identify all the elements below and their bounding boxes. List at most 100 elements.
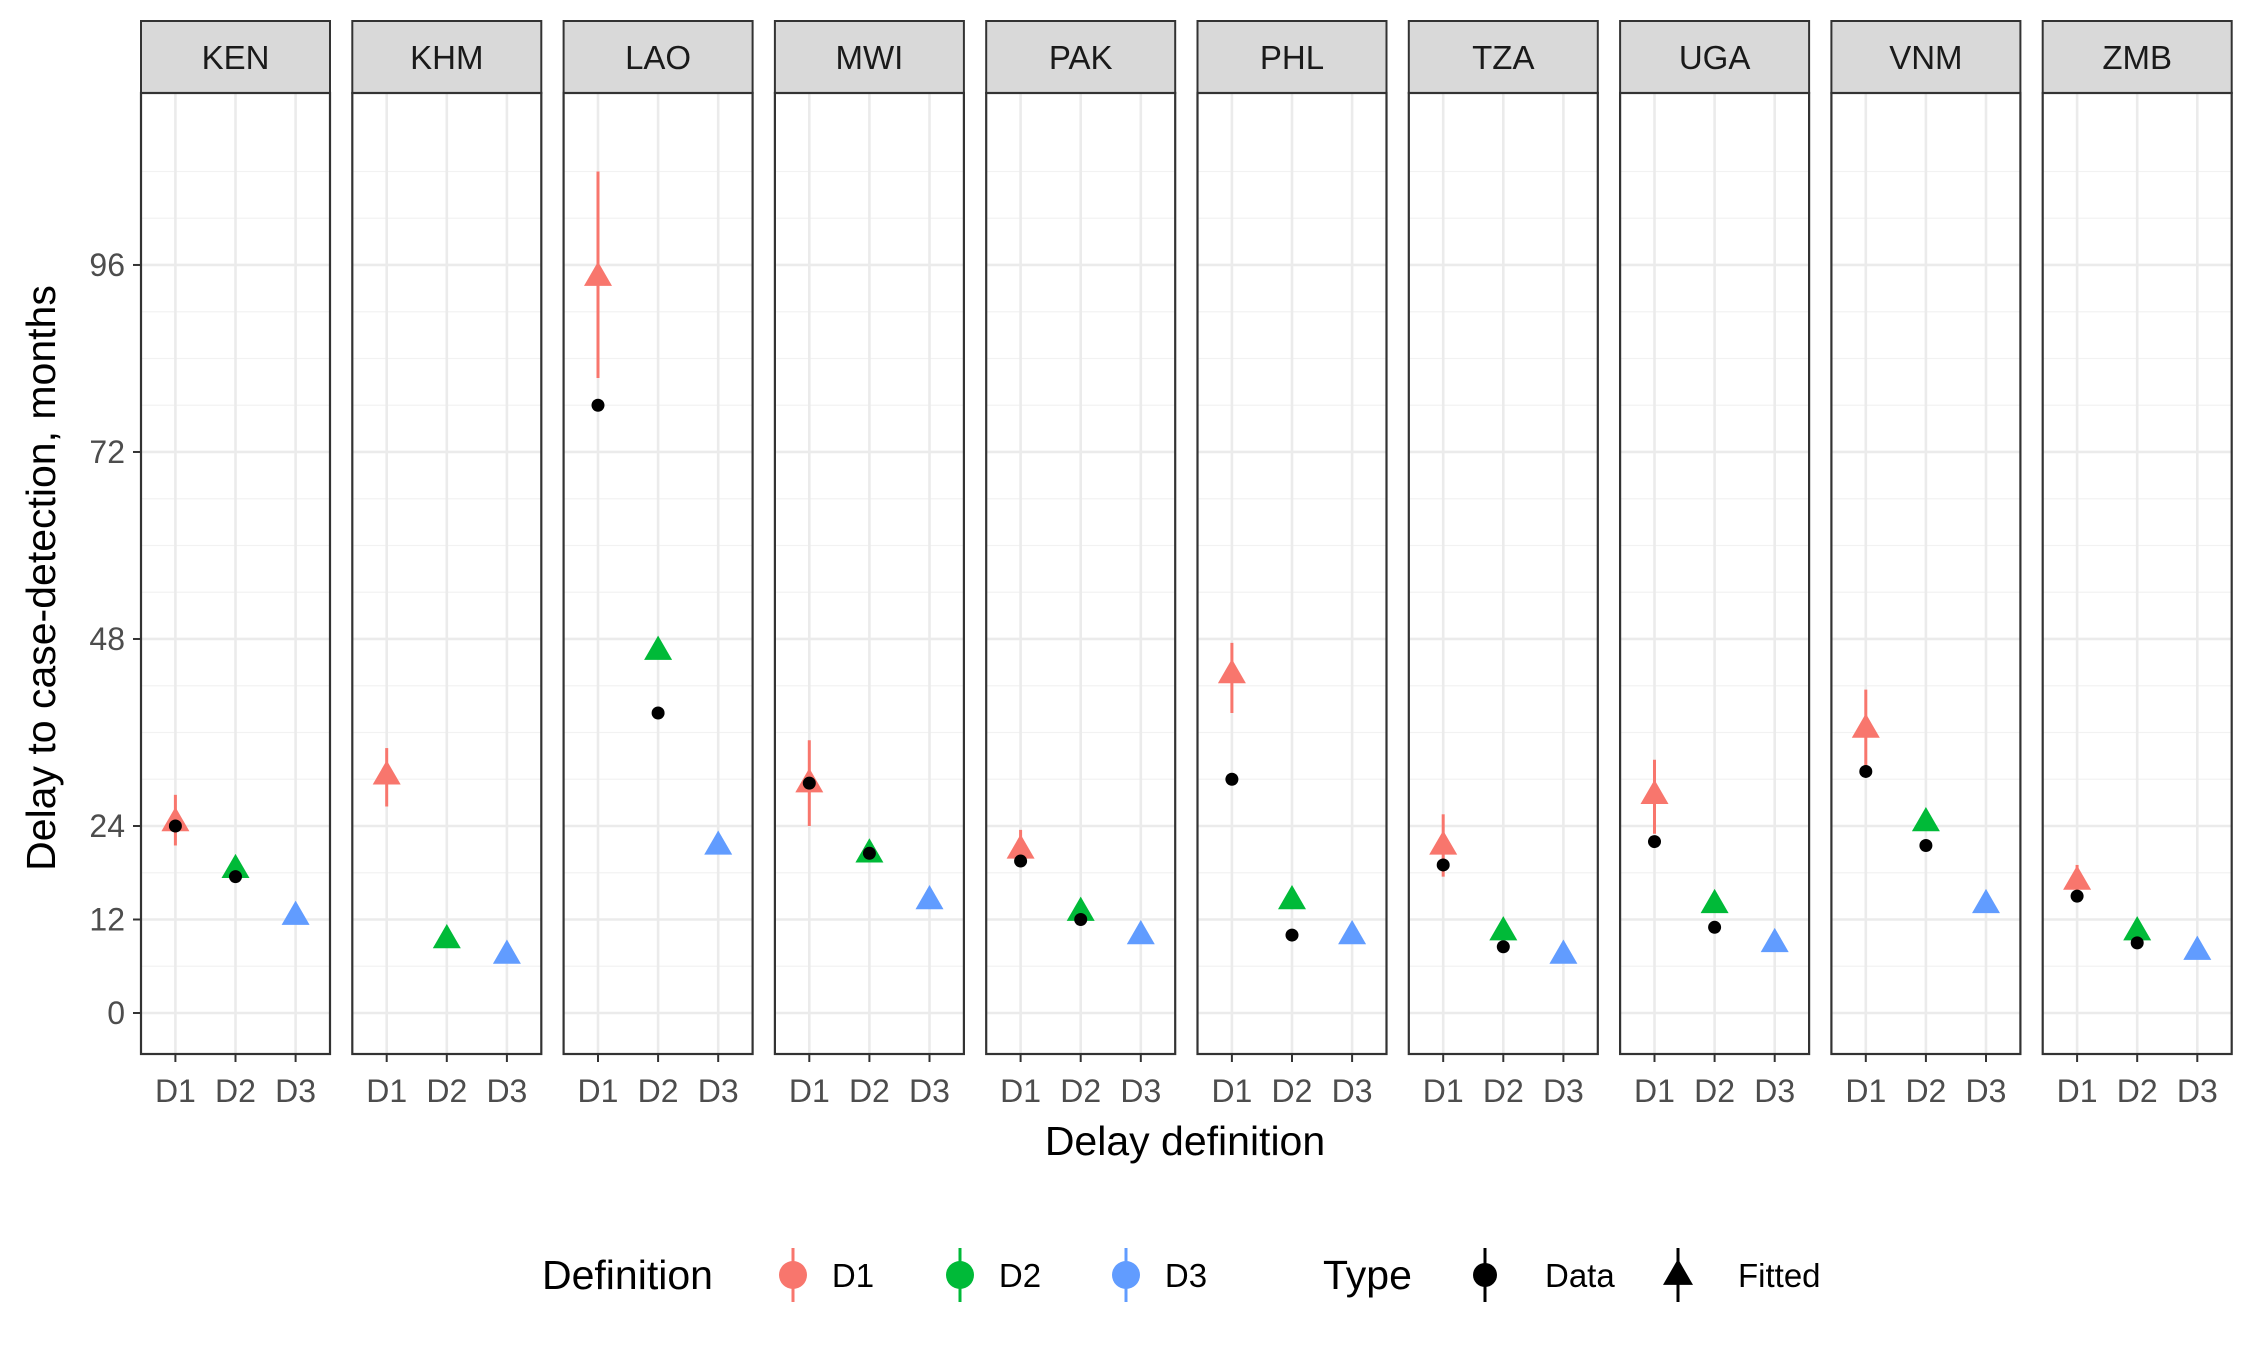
x-tick-label: D1: [1211, 1073, 1252, 1109]
legend-title-definition: Definition: [542, 1252, 713, 1298]
panel-pak: PAK D1 D2 D3: [985, 20, 1177, 1109]
y-tick-label: 0: [107, 995, 125, 1031]
fitted-point-d3: [1338, 920, 1367, 945]
legend-label-d2: D2: [999, 1257, 1041, 1294]
x-tick-label: D3: [1754, 1073, 1795, 1109]
legend-key-dot-data: [1473, 1263, 1497, 1287]
fitted-point-d1: [2063, 865, 2092, 890]
x-tick-label: D2: [1483, 1073, 1524, 1109]
data-point-d1: [1225, 772, 1239, 786]
panel-ken: KEN D1 D2 D3: [139, 20, 332, 1109]
strip-label: KEN: [202, 39, 270, 76]
data-point-d1: [1436, 858, 1450, 872]
panel-zmb: ZMB D1 D2 D3: [2041, 20, 2233, 1109]
legend-title-type: Type: [1323, 1252, 1412, 1298]
fitted-point-d3: [915, 884, 944, 910]
fitted-point-d1: [372, 760, 401, 785]
x-tick-label: D3: [1543, 1073, 1584, 1109]
fitted-point-d1: [1851, 713, 1880, 738]
strip-background: [985, 20, 1177, 94]
data-point-d1: [591, 398, 605, 412]
data-point-d2: [1708, 920, 1722, 934]
fitted-point-d2: [644, 635, 673, 660]
fitted-point-d2: [1278, 884, 1306, 910]
x-tick-label: D3: [909, 1073, 950, 1109]
fitted-point-d2: [1489, 916, 1518, 941]
y-axis-title: Delay to case-detection, months: [18, 285, 64, 871]
data-point-d2: [1285, 928, 1299, 942]
data-point-d1: [1647, 835, 1661, 849]
strip-label: LAO: [625, 39, 691, 76]
x-tick-label: D1: [789, 1073, 830, 1109]
strip-label: VNM: [1889, 39, 1962, 76]
data-point-d1: [168, 819, 182, 833]
fitted-point-d3: [704, 830, 733, 855]
x-tick-label: D1: [1845, 1073, 1886, 1109]
fitted-point-d1: [161, 807, 190, 832]
fitted-point-d3: [1972, 888, 2001, 914]
legend-label-d1: D1: [832, 1257, 874, 1294]
fitted-point-d1: [1429, 830, 1458, 855]
legend-key-triangle-fitted: [1663, 1258, 1693, 1285]
fitted-point-d2: [1066, 896, 1095, 921]
x-tick-label: D1: [366, 1073, 407, 1109]
panel-mwi: MWI D1 D2 D3: [773, 20, 966, 1109]
strip-label: PHL: [1260, 39, 1324, 76]
data-point-d2: [2130, 936, 2144, 950]
x-tick-label: D3: [1966, 1073, 2007, 1109]
legend-label-data: Data: [1545, 1257, 1615, 1294]
x-tick-label: D1: [155, 1073, 196, 1109]
fitted-point-d1: [1640, 779, 1669, 805]
x-tick-label: D3: [698, 1073, 739, 1109]
data-point-d1: [2070, 889, 2084, 903]
data-point-d1: [1859, 764, 1873, 778]
strip-background: [351, 20, 543, 94]
data-point-d2: [1074, 912, 1088, 926]
fitted-point-d3: [1549, 939, 1578, 964]
x-tick-label: D2: [1905, 1073, 1946, 1109]
x-tick-label: D3: [2177, 1073, 2218, 1109]
fitted-point-d2: [1700, 888, 1729, 914]
fitted-point-d2: [432, 923, 461, 949]
strip-label: ZMB: [2102, 39, 2172, 76]
x-tick-label: D3: [275, 1073, 316, 1109]
fitted-point-d3: [1760, 927, 1789, 953]
strip-background: [1619, 20, 1811, 94]
legend-label-fitted: Fitted: [1738, 1257, 1821, 1294]
fitted-point-d3: [1126, 920, 1155, 945]
fitted-point-d1: [1006, 834, 1035, 859]
y-tick-label: 24: [89, 808, 125, 844]
fitted-point-d1: [583, 261, 612, 286]
x-tick-label: D2: [638, 1073, 679, 1109]
x-tick-label: D1: [578, 1073, 619, 1109]
x-tick-label: D2: [1694, 1073, 1735, 1109]
y-axis: 0 12 24 48 72 96: [89, 247, 141, 1031]
fitted-point-d3: [2183, 935, 2212, 960]
x-tick-label: D2: [426, 1073, 467, 1109]
data-point-d2: [1919, 838, 1933, 852]
legend-key-dot-d1: [779, 1261, 807, 1289]
fitted-point-d3: [281, 900, 310, 925]
strip-label: KHM: [410, 39, 483, 76]
y-tick-label: 12: [89, 901, 125, 937]
data-point-d2: [862, 846, 876, 860]
data-point-d2: [651, 706, 665, 720]
x-tick-label: D2: [1272, 1073, 1313, 1109]
panel-uga: UGA D1 D2 D3: [1618, 20, 1811, 1109]
x-tick-label: D2: [215, 1073, 256, 1109]
x-axis-title: Delay definition: [1045, 1118, 1325, 1164]
x-tick-label: D2: [849, 1073, 890, 1109]
x-tick-label: D2: [1060, 1073, 1101, 1109]
strip-label: UGA: [1679, 39, 1751, 76]
legend: Definition D1 D2 D3 Type Data Fitted: [542, 1248, 1821, 1302]
strip-background: [140, 20, 331, 94]
panel-tza: TZA D1 D2 D3: [1407, 20, 1599, 1109]
x-tick-label: D3: [486, 1073, 527, 1109]
strip-background: [1830, 20, 2022, 94]
strip-label: MWI: [835, 39, 903, 76]
data-point-d2: [1496, 940, 1510, 954]
x-tick-label: D2: [2117, 1073, 2158, 1109]
legend-key-dot-d3: [1112, 1261, 1140, 1289]
x-tick-label: D1: [1634, 1073, 1675, 1109]
